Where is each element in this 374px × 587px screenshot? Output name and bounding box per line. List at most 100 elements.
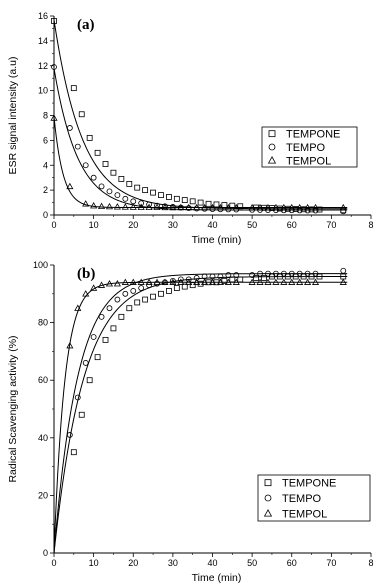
y-tick-label: 14 <box>38 36 48 46</box>
data-point-tempol <box>137 203 145 210</box>
x-tick-label: 70 <box>326 220 336 230</box>
fit-curve-tempo <box>53 273 348 554</box>
legend-box <box>261 126 358 168</box>
data-point-tempone <box>197 199 204 206</box>
data-point-tempol <box>97 202 106 209</box>
data-point-tempo <box>122 290 129 297</box>
x-tick-label: 60 <box>287 558 297 568</box>
legend-label-tempo: TEMPO <box>286 142 326 154</box>
data-point-tempol <box>280 278 288 285</box>
y-tick-label: 60 <box>38 375 48 385</box>
data-point-tempol <box>248 203 256 211</box>
data-point-tempol <box>201 278 209 285</box>
data-point-tempol <box>90 201 98 209</box>
data-point-tempo <box>304 270 311 277</box>
data-point-tempol <box>264 278 272 285</box>
data-point-tempol <box>169 203 177 211</box>
data-point-tempol <box>82 290 90 297</box>
data-point-tempol <box>105 280 114 287</box>
data-point-tempone <box>150 293 156 300</box>
data-point-tempone <box>126 305 133 312</box>
data-point-tempol <box>232 203 240 211</box>
x-tick-label: 40 <box>207 220 217 230</box>
data-point-tempone <box>134 299 141 306</box>
data-point-tempol <box>121 278 129 285</box>
data-point-tempol <box>82 200 90 207</box>
data-point-tempone <box>158 290 164 297</box>
data-point-tempol <box>105 202 114 210</box>
panel-label: (b) <box>77 266 95 282</box>
y-axis-label: ESR signal intensity (a.u) <box>7 57 19 175</box>
data-point-tempol <box>288 203 296 211</box>
data-point-tempo <box>51 64 57 70</box>
data-point-tempo <box>280 270 287 277</box>
y-tick-label: 80 <box>38 318 48 328</box>
data-point-tempo <box>74 143 81 150</box>
y-tick-label: 8 <box>43 111 48 121</box>
data-point-tempol <box>193 203 201 211</box>
data-point-tempone <box>181 197 188 203</box>
x-tick-label: 0 <box>51 220 56 230</box>
data-point-tempo <box>90 334 97 340</box>
data-point-tempone <box>205 200 212 207</box>
data-point-tempone <box>197 280 204 287</box>
data-point-tempol <box>90 284 98 291</box>
data-point-tempone <box>308 206 315 213</box>
data-point-tempol <box>288 278 296 285</box>
data-point-tempol <box>66 341 74 349</box>
data-point-tempone <box>142 187 149 194</box>
data-point-tempone <box>181 283 188 290</box>
data-point-tempo <box>138 285 145 291</box>
data-point-tempo <box>146 201 153 208</box>
data-point-tempo <box>98 313 105 320</box>
data-point-tempone <box>173 285 180 291</box>
data-point-tempone <box>102 336 109 343</box>
data-point-tempo <box>122 195 129 202</box>
data-point-tempol <box>169 278 177 285</box>
data-point-tempo <box>82 360 89 366</box>
y-tick-label: 100 <box>33 260 48 270</box>
data-point-tempol <box>256 278 264 285</box>
data-point-tempone <box>237 276 244 283</box>
data-point-tempol <box>74 304 82 311</box>
data-point-tempone <box>261 275 267 281</box>
data-point-tempo <box>340 208 347 215</box>
y-tick-label: 6 <box>43 135 48 145</box>
x-tick-label: 70 <box>326 558 336 568</box>
data-point-tempol <box>208 203 217 211</box>
data-point-tempo <box>249 272 256 278</box>
data-point-tempone <box>118 176 125 182</box>
data-point-tempol <box>304 278 312 285</box>
data-point-tempo <box>106 305 113 312</box>
data-point-tempol <box>113 280 121 287</box>
data-point-tempol <box>216 278 224 285</box>
x-tick-label: 30 <box>168 220 178 230</box>
data-point-tempone <box>189 198 196 205</box>
data-point-tempo <box>66 125 73 131</box>
data-point-tempol <box>161 278 169 285</box>
data-point-tempo <box>66 432 73 438</box>
data-point-tempo <box>288 270 295 277</box>
data-point-tempol <box>145 278 153 285</box>
data-point-tempol <box>256 203 264 211</box>
data-point-tempo <box>169 277 176 284</box>
legend-label-tempol: TEMPOL <box>282 508 327 520</box>
data-point-tempone <box>142 296 149 303</box>
data-point-tempone <box>94 354 101 361</box>
data-point-tempo <box>90 174 97 181</box>
data-point-tempol <box>208 278 217 285</box>
data-point-tempo <box>74 394 81 401</box>
data-point-tempone <box>221 277 228 284</box>
x-axis-label: Time (min) <box>192 234 242 246</box>
data-point-tempol <box>296 203 304 211</box>
y-tick-label: 16 <box>38 11 48 21</box>
data-point-tempone <box>166 288 172 294</box>
data-point-tempol <box>177 278 185 285</box>
data-point-tempo <box>98 183 105 190</box>
legend-marker-tempo <box>268 143 276 151</box>
data-point-tempol <box>177 203 185 211</box>
legend-label-tempone: TEMPONE <box>286 129 340 141</box>
data-point-tempol <box>97 281 106 288</box>
data-point-tempone <box>70 85 77 92</box>
